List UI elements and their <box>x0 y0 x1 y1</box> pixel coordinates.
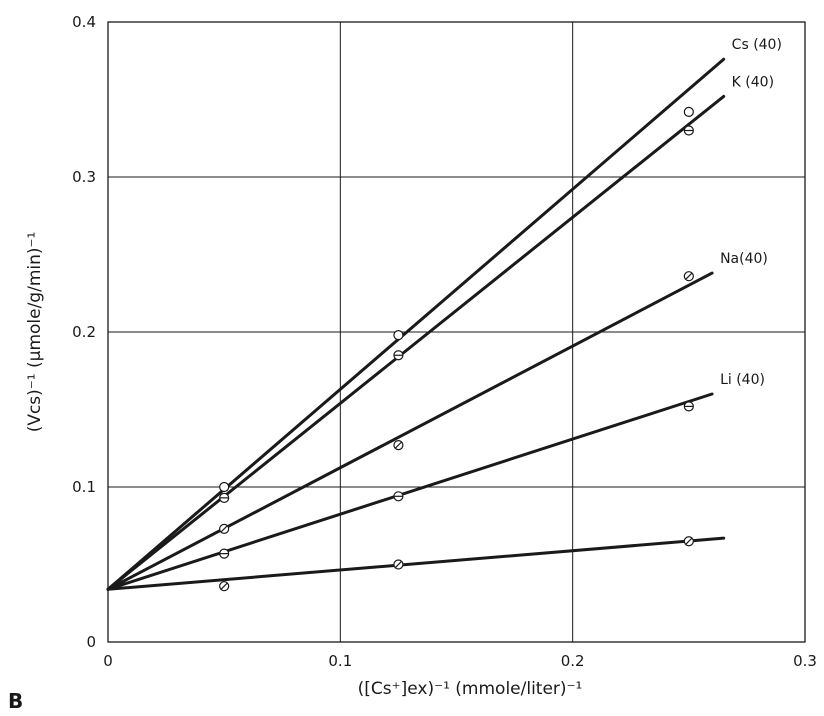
data-point <box>219 581 230 592</box>
series-lines <box>106 57 726 591</box>
x-tick-label: 0 <box>103 652 113 670</box>
series-labels: Cs (40) K (40) Na(40) Li (40) <box>720 37 782 388</box>
series-line <box>106 271 714 591</box>
series-line <box>106 57 726 591</box>
data-points <box>219 106 694 592</box>
series-label: Li (40) <box>720 372 765 388</box>
data-point <box>393 491 404 502</box>
y-tick-label: 0.2 <box>72 323 96 341</box>
data-point <box>219 548 230 559</box>
data-point <box>219 523 230 534</box>
series-line <box>106 94 726 591</box>
y-tick-label: 0.1 <box>72 478 96 496</box>
x-tick-label: 0.2 <box>561 652 585 670</box>
data-point <box>683 125 694 136</box>
series-label: Na(40) <box>720 251 768 267</box>
data-point <box>219 481 230 493</box>
series-label: Cs (40) <box>732 37 782 53</box>
data-point <box>683 271 694 282</box>
data-point <box>393 440 404 451</box>
data-point <box>683 106 694 118</box>
data-point <box>393 559 404 570</box>
x-tick-label: 0.1 <box>328 652 352 670</box>
y-axis-title: (Vcs)⁻¹ (μmole/g/min)⁻¹ <box>25 232 45 433</box>
data-point <box>393 330 404 341</box>
grid-lines <box>107 21 806 643</box>
x-tick-label: 0.3 <box>793 652 817 670</box>
data-point <box>393 350 404 361</box>
tick-labels: 0 0.1 0.2 0.3 0 0.1 0.2 0.3 0.4 <box>72 13 817 670</box>
series-line <box>106 536 726 591</box>
x-axis-title: ([Cs⁺]ex)⁻¹ (mmole/liter)⁻¹ <box>358 679 583 699</box>
series-line <box>106 392 714 591</box>
y-tick-label: 0.3 <box>72 168 96 186</box>
data-point <box>683 401 694 412</box>
panel-label: B <box>8 689 23 713</box>
series-label: K (40) <box>732 74 774 90</box>
data-point <box>219 492 230 503</box>
y-tick-label: 0 <box>86 633 96 651</box>
y-tick-label: 0.4 <box>72 13 96 31</box>
data-point <box>683 536 694 547</box>
